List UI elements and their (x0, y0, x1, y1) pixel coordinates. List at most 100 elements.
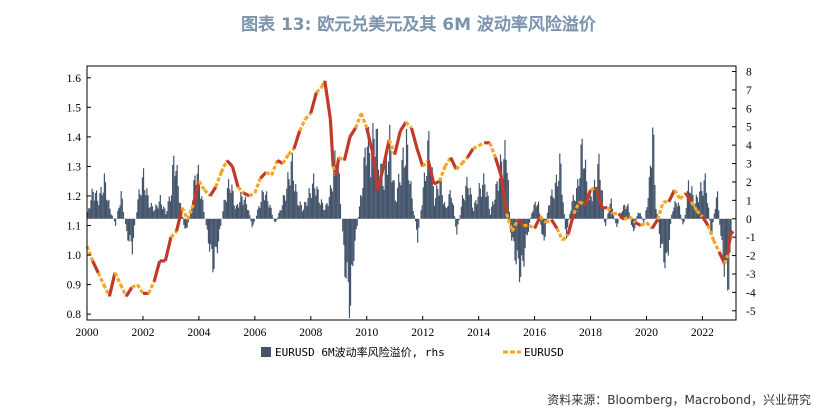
premium-bar (571, 201, 573, 219)
premium-bar (192, 200, 194, 219)
premium-bar (132, 218, 135, 238)
premium-bar (241, 196, 243, 219)
premium-bar (609, 203, 611, 219)
premium-bar (233, 205, 235, 219)
premium-bar (363, 157, 365, 219)
eurusd-line-segment (85, 245, 95, 262)
premium-bar (582, 168, 584, 219)
premium-bar (636, 216, 638, 219)
eurusd-line-segment (404, 121, 413, 130)
premium-bar (536, 204, 539, 219)
premium-bar (102, 192, 104, 219)
x-tick-label: 2006 (243, 327, 266, 339)
eurusd-line-segment (695, 209, 704, 218)
premium-bar (304, 201, 306, 219)
premium-bar (499, 154, 502, 219)
eurusd-line-segment (208, 186, 218, 197)
premium-bar (88, 208, 90, 219)
premium-bar (321, 202, 324, 219)
premium-bar (301, 211, 304, 219)
premium-bar (281, 205, 283, 219)
premium-bar (267, 201, 269, 219)
premium-bar (346, 218, 348, 263)
premium-bar (140, 195, 142, 219)
right-tick-label: 8 (746, 67, 752, 79)
premium-bar (647, 198, 649, 219)
premium-bar (431, 167, 433, 219)
premium-bar (358, 206, 361, 219)
premium-bar (438, 195, 440, 219)
premium-bar (185, 218, 187, 228)
eurusd-line-segment (606, 206, 615, 215)
premium-bar (178, 202, 180, 219)
premium-bar (434, 198, 437, 219)
eurusd-line-segment (169, 230, 178, 239)
premium-bar (197, 164, 199, 219)
premium-bar (290, 161, 292, 219)
premium-bar (637, 212, 639, 219)
premium-bar (701, 190, 703, 219)
eurusd-line-segment (287, 147, 296, 156)
premium-bar (528, 218, 531, 223)
eurusd-line-segment (583, 189, 593, 206)
premium-bar (481, 184, 484, 219)
premium-bar (270, 207, 272, 219)
premium-bar (415, 218, 418, 230)
premium-bar (217, 218, 220, 242)
eurusd-line-segment (460, 156, 469, 165)
premium-bar (495, 184, 497, 219)
premium-bar (189, 210, 192, 219)
premium-bar (506, 172, 508, 219)
premium-bar (125, 218, 127, 225)
x-tick-label: 2018 (579, 327, 602, 339)
premium-bar (379, 181, 381, 219)
premium-bar (644, 218, 646, 220)
premium-bar (507, 180, 509, 219)
premium-bar (262, 191, 264, 219)
premium-bar (730, 218, 732, 241)
premium-bar (250, 218, 252, 222)
premium-bar (285, 200, 287, 219)
premium-bar (630, 218, 633, 225)
premium-bar (524, 218, 526, 249)
premium-bar (129, 218, 131, 235)
premium-bar (252, 218, 254, 225)
premium-bar (196, 173, 198, 219)
eurusd-line-segment (359, 112, 369, 129)
premium-bar (405, 128, 408, 219)
premium-bar (403, 167, 405, 219)
eurusd-line-segment (466, 147, 475, 159)
premium-bar (87, 211, 89, 219)
premium-bar (236, 204, 239, 219)
right-tick-label: 7 (746, 85, 752, 97)
premium-bar (238, 207, 240, 219)
premium-bar (104, 182, 107, 219)
premium-bar (294, 191, 296, 219)
premium-bar (625, 209, 627, 219)
premium-bar (665, 218, 667, 254)
eurusd-line-segment (219, 159, 229, 174)
premium-bar (203, 211, 205, 219)
premium-bar (414, 218, 417, 222)
premium-bar (100, 186, 102, 219)
premium-bar (592, 190, 594, 219)
premium-bar (546, 212, 549, 219)
premium-bar (122, 211, 125, 219)
premium-bar (562, 202, 564, 219)
premium-bar (342, 218, 344, 232)
premium-bar (649, 165, 652, 219)
premium-bar (523, 218, 525, 267)
premium-bar (325, 204, 327, 219)
premium-bar (508, 211, 511, 219)
premium-bar (617, 218, 619, 224)
premium-bar (561, 194, 563, 219)
premium-bar (362, 188, 364, 219)
premium-bar (395, 201, 398, 219)
left-tick-label: 1.1 (67, 220, 82, 232)
premium-bar (441, 195, 443, 219)
eurusd-line-segment (650, 218, 660, 230)
eurusd-line-segment (342, 136, 352, 161)
premium-bar (315, 195, 317, 219)
premium-bar (167, 201, 169, 219)
